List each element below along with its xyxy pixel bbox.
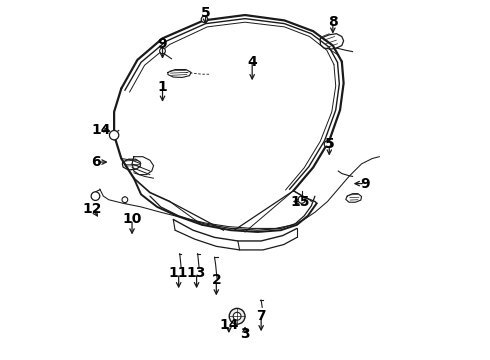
Text: 14: 14: [219, 318, 239, 332]
Text: 14: 14: [92, 123, 111, 137]
Circle shape: [91, 192, 100, 201]
Text: 15: 15: [291, 194, 310, 208]
Text: 1: 1: [158, 80, 168, 94]
Circle shape: [122, 197, 128, 203]
Text: 5: 5: [201, 6, 210, 20]
Circle shape: [324, 141, 331, 147]
Circle shape: [160, 48, 166, 54]
Text: 12: 12: [83, 202, 102, 216]
Circle shape: [109, 131, 119, 140]
Text: 13: 13: [187, 266, 206, 280]
Circle shape: [229, 309, 245, 324]
Text: 11: 11: [169, 266, 189, 280]
Text: 5: 5: [324, 137, 334, 151]
Text: 8: 8: [328, 15, 338, 29]
Text: 2: 2: [212, 273, 221, 287]
Circle shape: [233, 312, 241, 320]
Circle shape: [298, 196, 305, 203]
Circle shape: [201, 16, 208, 23]
Text: 10: 10: [122, 212, 142, 226]
Text: 3: 3: [240, 327, 250, 341]
Text: 4: 4: [247, 55, 257, 69]
Text: 9: 9: [360, 177, 370, 190]
Text: 7: 7: [256, 309, 266, 323]
Text: 6: 6: [91, 155, 101, 169]
Text: 9: 9: [158, 37, 167, 51]
